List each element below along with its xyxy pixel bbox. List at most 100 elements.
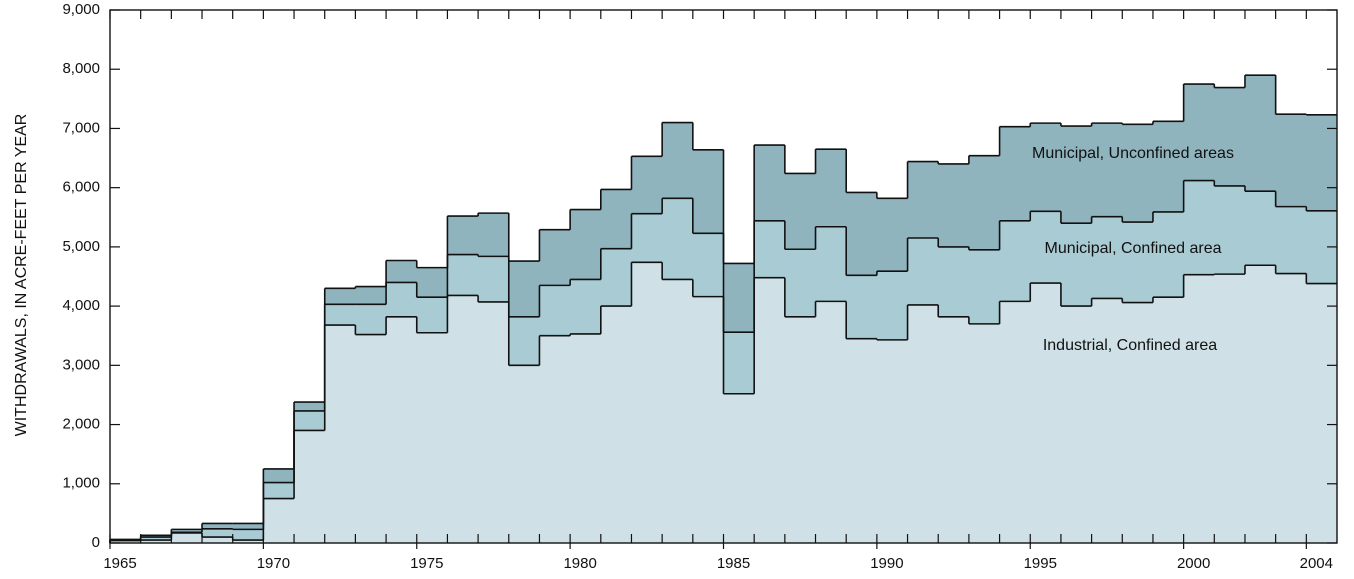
area-segment bbox=[1091, 216, 1123, 299]
area-segment bbox=[294, 430, 326, 543]
y-tick-label: 0 bbox=[92, 534, 100, 551]
area-segment bbox=[416, 297, 448, 333]
area-segment bbox=[416, 267, 448, 298]
area-segment bbox=[1030, 211, 1062, 284]
area-segment bbox=[1122, 222, 1154, 303]
area-segment bbox=[508, 365, 540, 543]
area-segment bbox=[600, 189, 632, 249]
area-segment bbox=[508, 316, 540, 366]
area-segment bbox=[754, 277, 786, 543]
area-segment bbox=[907, 238, 939, 305]
area-segment bbox=[723, 393, 755, 543]
area-segment bbox=[1244, 191, 1277, 266]
area-segment bbox=[968, 323, 1001, 543]
area-segment bbox=[355, 304, 387, 335]
x-tick-label: 1970 bbox=[257, 555, 290, 572]
area-segment bbox=[1244, 265, 1277, 543]
area-segment bbox=[1214, 185, 1246, 275]
area-segment bbox=[110, 540, 142, 543]
area-segment bbox=[723, 332, 755, 394]
area-segment bbox=[294, 402, 326, 411]
area-segment bbox=[1214, 87, 1246, 186]
y-tick-label: 5,000 bbox=[62, 238, 100, 255]
area-segment bbox=[1275, 273, 1307, 543]
area-segment bbox=[1152, 297, 1185, 543]
x-tick-label: 2000 bbox=[1177, 555, 1210, 572]
area-segment bbox=[447, 295, 479, 543]
area-segment bbox=[938, 316, 970, 543]
y-tick-label: 1,000 bbox=[62, 475, 100, 492]
area-segment bbox=[202, 537, 234, 543]
area-segment bbox=[140, 535, 172, 538]
area-label: Municipal, Unconfined areas bbox=[1032, 145, 1234, 162]
area-segment bbox=[1122, 124, 1154, 223]
area-segment bbox=[1030, 283, 1062, 543]
x-tick-label: 1980 bbox=[563, 555, 596, 572]
area-segment bbox=[1152, 211, 1185, 298]
area-segment bbox=[1152, 121, 1185, 212]
area-segment bbox=[876, 271, 909, 340]
area-segment bbox=[692, 149, 724, 234]
area-segment bbox=[447, 254, 479, 296]
area-segment bbox=[723, 263, 755, 333]
area-segment bbox=[447, 216, 479, 255]
area-label: Industrial, Confined area bbox=[1043, 337, 1217, 354]
area-segment bbox=[324, 288, 356, 305]
area-segment bbox=[508, 261, 540, 317]
area-segment bbox=[416, 332, 448, 543]
area-segment bbox=[600, 306, 632, 543]
area-segment bbox=[1091, 123, 1123, 217]
area-segment bbox=[1306, 283, 1338, 543]
area-segment bbox=[754, 220, 786, 278]
area-segment bbox=[1091, 298, 1123, 543]
area-segment bbox=[294, 410, 326, 431]
area-segment bbox=[539, 229, 571, 286]
area-segment bbox=[815, 226, 847, 302]
y-tick-label: 4,000 bbox=[62, 297, 100, 314]
area-segment bbox=[999, 126, 1031, 221]
area-segment bbox=[140, 540, 172, 543]
area-segment bbox=[692, 233, 724, 297]
area-segment bbox=[600, 248, 632, 307]
area-segment bbox=[140, 537, 172, 541]
area-segment bbox=[324, 304, 356, 326]
area-segment bbox=[202, 523, 234, 529]
area-segment bbox=[570, 279, 602, 334]
area-segment bbox=[570, 333, 602, 543]
x-tick-label: 1975 bbox=[410, 555, 443, 572]
y-tick-label: 6,000 bbox=[62, 179, 100, 196]
area-segment bbox=[1030, 123, 1062, 212]
area-segment bbox=[784, 173, 817, 250]
area-segment bbox=[815, 301, 847, 543]
area-segment bbox=[1275, 206, 1307, 274]
area-segment bbox=[1306, 114, 1338, 211]
area-segment bbox=[631, 213, 663, 263]
area-label: Municipal, Confined area bbox=[1045, 240, 1222, 257]
area-segment bbox=[784, 249, 817, 317]
area-segment bbox=[692, 296, 724, 543]
area-segment bbox=[784, 316, 817, 543]
y-tick-label: 9,000 bbox=[62, 1, 100, 18]
area-segment bbox=[478, 301, 510, 543]
area-segment bbox=[232, 529, 264, 541]
area-segment bbox=[1214, 274, 1246, 543]
y-tick-label: 2,000 bbox=[62, 416, 100, 433]
area-segment bbox=[938, 163, 970, 247]
x-tick-label: 1995 bbox=[1024, 555, 1057, 572]
area-segment bbox=[662, 279, 694, 543]
y-tick-label: 7,000 bbox=[62, 119, 100, 136]
area-segment bbox=[232, 523, 264, 530]
area-segment bbox=[386, 260, 418, 283]
area-segment bbox=[876, 339, 909, 543]
area-segment bbox=[1183, 274, 1215, 543]
area-segment bbox=[754, 145, 786, 221]
area-segment bbox=[355, 334, 387, 543]
area-segment bbox=[478, 213, 510, 257]
area-segment bbox=[662, 122, 694, 199]
area-segment bbox=[263, 468, 295, 483]
area-segment bbox=[232, 540, 264, 543]
area-segment bbox=[1275, 114, 1307, 207]
area-segment bbox=[999, 220, 1031, 302]
y-tick-label: 3,000 bbox=[62, 356, 100, 373]
